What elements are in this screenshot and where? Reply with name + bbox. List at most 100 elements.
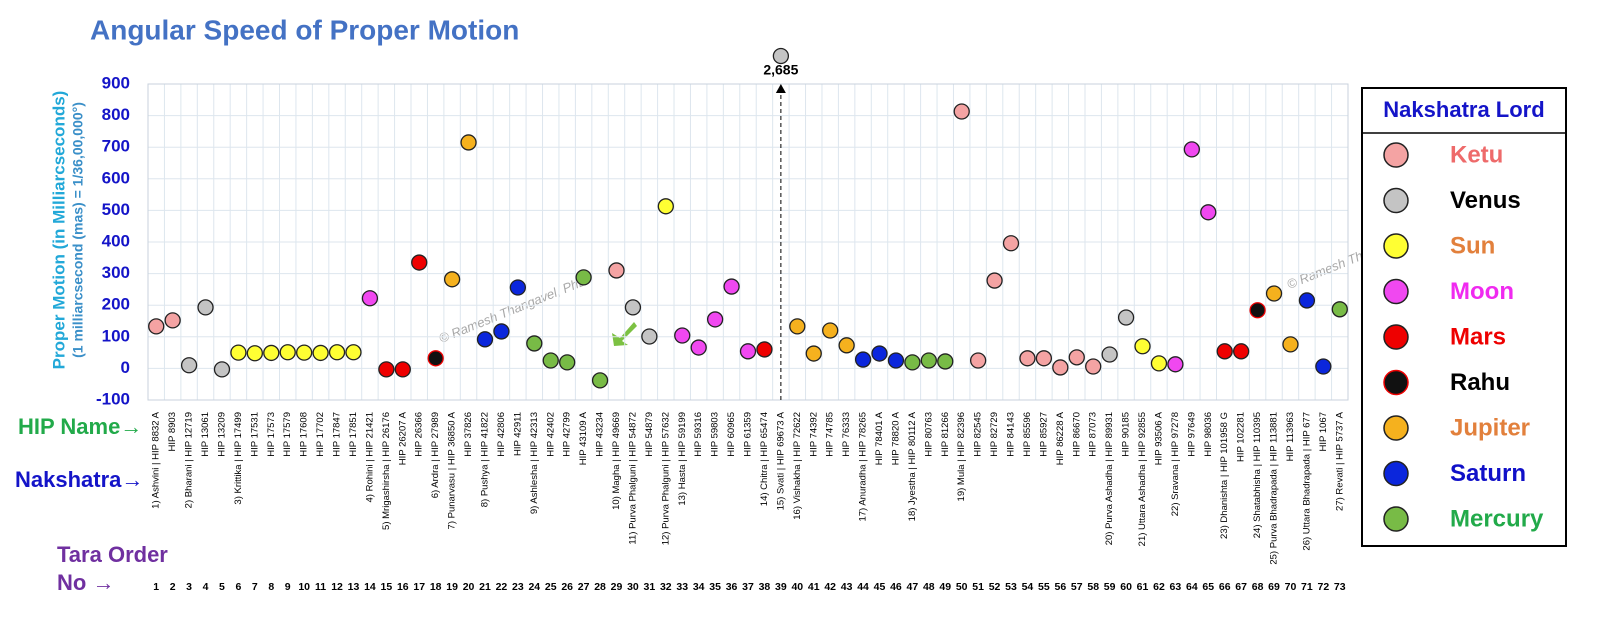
point <box>1019 350 1036 367</box>
x-tick-label: 24) Shatabhisha | HIP 110395 <box>1252 412 1263 538</box>
tara-number: 59 <box>1104 581 1116 593</box>
tara-number: 4 <box>203 581 209 593</box>
tara-number: 68 <box>1252 581 1264 593</box>
point <box>854 351 872 368</box>
x-tick-label: 11) Purva Phalguni | HIP 54872 <box>627 412 638 545</box>
x-tick-label: HIP 102281 <box>1236 412 1247 462</box>
tara-number: 30 <box>627 581 639 593</box>
x-tick-label: HIP 17579 <box>282 412 293 457</box>
row-label: Nakshatra→ <box>15 467 143 492</box>
x-tick-label: 9) Ashlesha | HIP 42313 <box>529 412 540 514</box>
tara-number: 17 <box>413 581 425 593</box>
x-tick-label: HIP 42806 <box>496 412 507 457</box>
x-tick-label: 25) Purva Bhadrapada | HIP 113881 <box>1269 412 1280 565</box>
x-tick-label: HIP 17608 <box>299 412 310 457</box>
point <box>1134 338 1151 355</box>
x-tick-label: HIP 85927 <box>1038 412 1049 457</box>
tara-number: 7 <box>252 581 258 593</box>
tara-number: 66 <box>1219 581 1231 593</box>
x-tick-label: HIP 78401 A <box>874 411 885 465</box>
tara-number: 51 <box>972 581 984 593</box>
tara-number: 45 <box>874 581 886 593</box>
point <box>312 344 329 362</box>
y-tick-label: 0 <box>121 358 130 377</box>
tara-number: 25 <box>545 581 557 593</box>
tara-number: 3 <box>186 581 192 593</box>
point <box>542 352 559 369</box>
tara-number: 67 <box>1235 581 1247 593</box>
y-tick-label: 400 <box>102 231 130 250</box>
tara-number: 2 <box>170 581 176 593</box>
tara-number: 36 <box>726 581 738 593</box>
tara-number: 42 <box>824 581 836 593</box>
point <box>476 331 494 348</box>
point <box>937 353 954 370</box>
tara-number: 5 <box>219 581 225 593</box>
x-tick-label: 6) Ardra | HIP 27989 <box>430 412 441 498</box>
legend-label: Sun <box>1450 232 1495 259</box>
x-tick-label: HIP 61359 <box>743 412 754 457</box>
point <box>230 344 247 361</box>
tara-number: 6 <box>235 581 241 593</box>
x-tick-label: HIP 82545 <box>973 412 984 457</box>
tara-number: 56 <box>1054 581 1066 593</box>
tara-number: 22 <box>496 581 508 593</box>
x-tick-label: HIP 42799 <box>562 412 573 457</box>
point <box>1331 301 1348 318</box>
x-tick-label: HIP 17531 <box>249 412 260 457</box>
tara-number: 48 <box>923 581 935 593</box>
x-tick-label: HIP 76333 <box>841 412 852 457</box>
tara-number: 13 <box>348 581 360 593</box>
y-tick-label: 600 <box>102 168 130 187</box>
point <box>756 341 773 358</box>
x-tick-label: 3) Krittika | HIP 17499 <box>233 412 244 505</box>
tara-number: 14 <box>364 581 376 593</box>
point <box>739 343 757 360</box>
point <box>1315 358 1332 375</box>
point <box>838 337 855 354</box>
legend-marker <box>1383 142 1409 168</box>
tara-number: 26 <box>561 581 573 593</box>
y-tick-label: 300 <box>102 263 130 282</box>
x-tick-label: 2) Bharani | HIP 12719 <box>184 412 195 508</box>
x-tick-label: 1) Ashvini | HIP 8832 A <box>151 411 162 508</box>
point <box>164 312 181 329</box>
point <box>526 335 543 352</box>
row-label: Tara Order <box>57 542 168 567</box>
x-tick-label: HIP 90185 <box>1121 412 1132 457</box>
tara-number: 27 <box>578 581 590 593</box>
x-tick-label: 13) Hasta | HIP 59199 <box>677 412 688 506</box>
x-tick-label: HIP 13209 <box>216 412 227 457</box>
legend-marker <box>1383 415 1409 441</box>
x-tick-label: HIP 74392 <box>808 412 819 457</box>
x-tick-label: HIP 17702 <box>315 412 326 457</box>
tara-number: 20 <box>463 581 475 593</box>
y-axis-title: Proper Motion (in Milliarcseconds) <box>49 91 68 370</box>
point <box>1298 292 1316 309</box>
tara-number: 55 <box>1038 581 1050 593</box>
tara-number: 15 <box>381 581 393 593</box>
y-tick-label: 200 <box>102 295 130 314</box>
point <box>361 290 379 307</box>
x-tick-label: 27) Revati | HIP 5737 A <box>1334 411 1345 511</box>
chart-title: Angular Speed of Proper Motion <box>90 14 519 45</box>
x-tick-label: HIP 43234 <box>595 412 606 457</box>
point <box>1167 356 1184 373</box>
point <box>575 269 592 286</box>
x-tick-label: 18) Jyestha | HIP 80112 A <box>907 411 918 521</box>
x-tick-label: 8) Pushya | HIP 41822 <box>480 412 491 507</box>
tara-number: 53 <box>1005 581 1017 593</box>
point <box>789 318 806 335</box>
tara-number: 61 <box>1137 581 1149 593</box>
point <box>1282 336 1299 353</box>
x-tick-label: HIP 54879 <box>644 412 655 457</box>
legend-marker <box>1383 460 1409 487</box>
outlier-arrow <box>775 84 786 93</box>
x-tick-label: 14) Chitra | HIP 65474 <box>759 412 770 506</box>
x-tick-label: HIP 17573 <box>266 412 277 457</box>
tara-number: 1 <box>153 581 159 593</box>
x-tick-label: 17) Anuradha | HIP 78265 <box>858 412 869 522</box>
point <box>559 354 576 371</box>
tara-number: 23 <box>512 581 524 593</box>
